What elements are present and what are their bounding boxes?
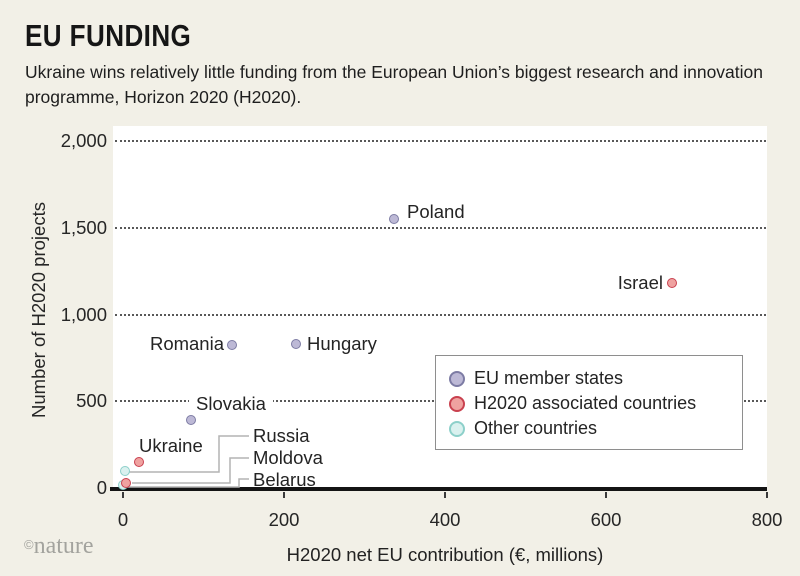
gridline-y-1500 — [115, 226, 766, 229]
data-point-ukraine — [134, 456, 145, 467]
x-tick-mark — [444, 492, 446, 498]
legend-swatch-other — [449, 420, 465, 437]
point-label-ukraine: Ukraine — [139, 435, 203, 456]
y-tick-label: 1,000 — [60, 303, 107, 325]
legend-item-other: Other countries — [449, 416, 742, 441]
y-tick-label: 500 — [76, 390, 107, 412]
data-point-poland — [389, 214, 400, 225]
legend-label-other: Other countries — [474, 418, 598, 438]
data-point-israel — [667, 278, 677, 289]
x-tick-label: 600 — [590, 509, 622, 530]
gridline-y-1000 — [115, 313, 766, 316]
x-tick-mark — [605, 492, 607, 498]
legend-item-eu: EU member states — [449, 366, 742, 391]
data-point-moldova — [121, 477, 132, 488]
point-label-slovakia: Slovakia — [189, 393, 273, 414]
point-label-belarus: Belarus — [253, 469, 316, 490]
data-point-hungary — [291, 339, 302, 350]
y-tick-label: 1,500 — [60, 216, 107, 238]
y-tick-label: 0 — [96, 477, 107, 498]
x-axis-title: H2020 net EU contribution (€, millions) — [286, 544, 604, 565]
x-tick-label: 400 — [429, 509, 461, 530]
x-tick-label: 800 — [751, 509, 783, 530]
x-tick-mark — [122, 492, 124, 498]
y-tick-label: 2,000 — [60, 130, 107, 152]
x-tick-mark — [283, 492, 285, 498]
x-tick-mark — [766, 492, 768, 498]
point-label-israel: Israel — [617, 272, 663, 293]
chart-title: EU FUNDING — [25, 18, 192, 53]
nature-credit: ©nature — [24, 533, 94, 560]
legend-label-assoc: H2020 associated countries — [474, 393, 697, 413]
chart-subtitle: Ukraine wins relatively little funding f… — [25, 62, 764, 107]
data-point-russia — [120, 465, 131, 476]
x-tick-label: 200 — [268, 509, 300, 530]
point-label-hungary: Hungary — [307, 333, 377, 354]
point-label-russia: Russia — [253, 425, 310, 446]
data-point-romania — [226, 339, 237, 350]
legend-item-assoc: H2020 associated countries — [449, 391, 742, 416]
data-point-slovakia — [186, 415, 197, 426]
point-label-romania: Romania — [149, 333, 224, 354]
x-axis-line — [110, 487, 767, 491]
copyright-symbol: © — [24, 537, 34, 552]
point-label-poland: Poland — [407, 201, 465, 222]
legend-label-eu: EU member states — [474, 368, 624, 388]
nature-wordmark: nature — [33, 533, 94, 559]
legend-swatch-eu — [449, 370, 465, 387]
x-tick-label: 0 — [117, 509, 129, 530]
gridline-y-2000 — [115, 140, 766, 143]
point-label-moldova: Moldova — [253, 447, 323, 468]
legend-swatch-assoc — [449, 395, 465, 412]
legend-box: EU member states H2020 associated countri… — [435, 355, 743, 450]
y-axis-title: Number of H2020 projects — [28, 202, 49, 418]
